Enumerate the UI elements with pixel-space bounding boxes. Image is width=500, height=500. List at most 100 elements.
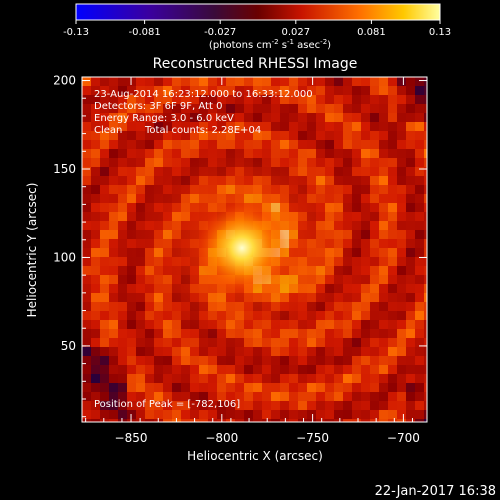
heatmap-cell (82, 77, 91, 86)
heatmap-cell (325, 140, 334, 149)
heatmap-cell (334, 383, 343, 392)
heatmap-cell (118, 194, 127, 203)
heatmap-cell (388, 320, 397, 329)
heatmap-cell (235, 392, 244, 401)
heatmap-cell (343, 131, 352, 140)
heatmap-cell (181, 383, 190, 392)
heatmap-cell (397, 122, 406, 131)
heatmap-cell (406, 149, 415, 158)
heatmap-cell (82, 338, 91, 347)
heatmap-cell (181, 95, 190, 104)
y-tick-label: 150 (53, 162, 76, 176)
heatmap-cell (154, 347, 163, 356)
heatmap-cell (91, 95, 100, 104)
heatmap-cell (289, 374, 298, 383)
heatmap-cell (361, 131, 370, 140)
heatmap-cell (172, 356, 181, 365)
heatmap-cell (388, 203, 397, 212)
heatmap-cell (370, 392, 379, 401)
heatmap-cell (370, 221, 379, 230)
heatmap-cell (352, 122, 361, 131)
heatmap-cell (118, 203, 127, 212)
heatmap-cell (424, 383, 427, 392)
heatmap-cell (415, 374, 424, 383)
heatmap-cell (82, 131, 91, 140)
heatmap-cell (370, 311, 379, 320)
heatmap-cell (217, 392, 226, 401)
heatmap-cell (208, 122, 217, 131)
heatmap-cell (235, 419, 244, 422)
heatmap-cell (352, 95, 361, 104)
heatmap-cell (415, 212, 424, 221)
heatmap-cell (118, 221, 127, 230)
heatmap-cell (163, 401, 172, 410)
heatmap-cell (406, 410, 415, 419)
heatmap-cell (271, 365, 280, 374)
heatmap-cell (226, 410, 235, 419)
heatmap-cell (163, 347, 172, 356)
heatmap-cell (388, 176, 397, 185)
heatmap-cell (388, 113, 397, 122)
heatmap-cell (298, 392, 307, 401)
heatmap-cell (127, 383, 136, 392)
heatmap-cell (91, 275, 100, 284)
annotation-method: Clean (94, 125, 122, 136)
heatmap-cell (388, 86, 397, 95)
heatmap-cell (145, 356, 154, 365)
heatmap-cell (361, 149, 370, 158)
heatmap-cell (316, 77, 325, 86)
heatmap-cell (109, 302, 118, 311)
heatmap-cell (370, 194, 379, 203)
heatmap-cell (379, 266, 388, 275)
heatmap-cell (244, 383, 253, 392)
heatmap-cell (352, 149, 361, 158)
heatmap-cell (388, 140, 397, 149)
heatmap-cell (100, 239, 109, 248)
heatmap-cell (352, 338, 361, 347)
heatmap-cell (370, 338, 379, 347)
heatmap-cell (397, 356, 406, 365)
heatmap-cell (334, 401, 343, 410)
heatmap-cell (397, 140, 406, 149)
heatmap-cell (343, 104, 352, 113)
heatmap-cell (127, 131, 136, 140)
heatmap-cell (370, 320, 379, 329)
heatmap-cell (100, 257, 109, 266)
heatmap-cell (217, 104, 226, 113)
heatmap-cell (316, 131, 325, 140)
heatmap-cell (388, 266, 397, 275)
heatmap-cell (109, 356, 118, 365)
heatmap-cell (424, 149, 427, 158)
heatmap-cell (316, 338, 325, 347)
heatmap-cell (199, 95, 208, 104)
heatmap-cell (334, 365, 343, 374)
heatmap-cell (145, 338, 154, 347)
heatmap-cell (82, 392, 91, 401)
heatmap-cell (127, 86, 136, 95)
heatmap-cell (154, 410, 163, 419)
heatmap-cell (307, 356, 316, 365)
heatmap-cell (388, 194, 397, 203)
heatmap-cell (118, 392, 127, 401)
heatmap-cell (208, 113, 217, 122)
heatmap-cell (298, 410, 307, 419)
heatmap-cell (235, 86, 244, 95)
heatmap-cell (397, 419, 406, 422)
heatmap-cell (352, 167, 361, 176)
heatmap-cell (199, 410, 208, 419)
heatmap-cell (262, 392, 271, 401)
heatmap-cell (289, 113, 298, 122)
heatmap-cell (109, 365, 118, 374)
peak-position-label: Position of Peak = [-782,106] (94, 399, 240, 410)
heatmap-cell (262, 401, 271, 410)
heatmap-cell (190, 410, 199, 419)
heatmap-cell (316, 95, 325, 104)
heatmap-cell (424, 374, 427, 383)
heatmap-cell (343, 140, 352, 149)
heatmap-cell (199, 122, 208, 131)
heatmap-cell (100, 248, 109, 257)
heatmap-cell (163, 113, 172, 122)
heatmap-cell (334, 329, 343, 338)
heatmap-cell (190, 104, 199, 113)
heatmap-cell (361, 275, 370, 284)
